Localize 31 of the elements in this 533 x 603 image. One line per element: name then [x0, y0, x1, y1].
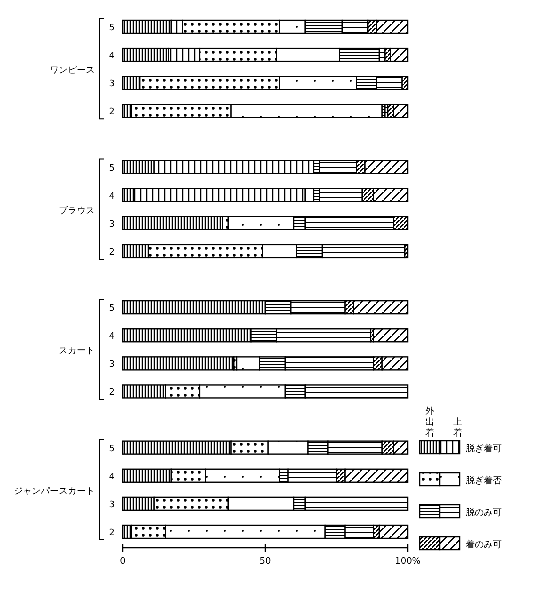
- text: 外出着: [426, 406, 434, 439]
- y-tick-label: 4: [109, 192, 116, 202]
- text: ジャンパースカート: [14, 486, 95, 497]
- y-tick-label: 5: [109, 304, 115, 314]
- y-tick-label: 4: [109, 472, 116, 482]
- y-tick-label: 5: [109, 164, 115, 174]
- y-tick-label: 3: [109, 80, 115, 90]
- y-tick-label: 3: [109, 360, 115, 370]
- text: 脱のみ可: [466, 508, 502, 518]
- text: スカート: [59, 346, 95, 357]
- x-tick-label: 0: [120, 557, 126, 567]
- bar: [122, 356, 235, 371]
- text: 脱ぎ着否: [466, 476, 502, 486]
- y-tick-label: 2: [109, 248, 115, 258]
- y-tick-label: 3: [109, 220, 115, 230]
- text: 上着: [454, 417, 462, 439]
- y-tick-label: 2: [109, 528, 115, 538]
- y-tick-label: 2: [109, 108, 115, 118]
- text: 脱ぎ着可: [466, 444, 502, 454]
- text: ブラウス: [59, 205, 95, 216]
- y-tick-label: 2: [109, 388, 115, 398]
- y-tick-label: 5: [109, 24, 115, 34]
- y-tick-label: 4: [109, 332, 116, 342]
- text: ワンピース: [50, 65, 95, 76]
- y-tick-label: 5: [109, 444, 115, 454]
- x-tick-label: 50: [260, 557, 272, 567]
- bar: [373, 328, 409, 343]
- x-tick-label: 100%: [395, 557, 422, 567]
- text: 着のみ可: [466, 540, 502, 550]
- y-tick-label: 3: [109, 500, 115, 510]
- y-tick-label: 4: [109, 52, 116, 62]
